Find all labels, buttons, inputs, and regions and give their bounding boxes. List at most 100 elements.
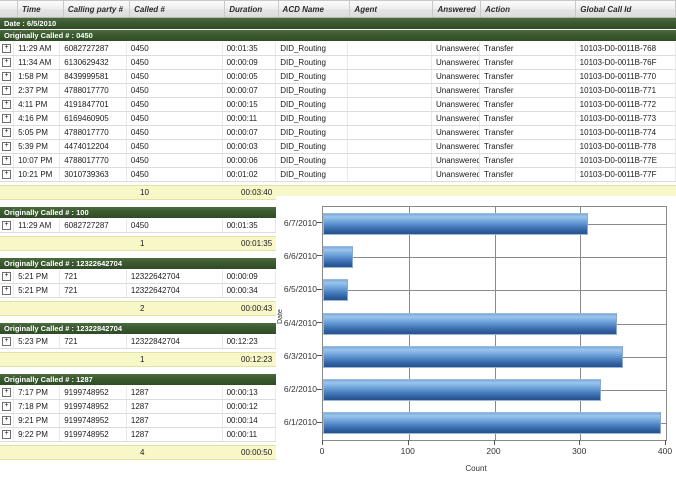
plus-icon[interactable]: + xyxy=(2,416,12,425)
total-spacer-cell xyxy=(0,353,18,366)
plus-icon[interactable]: + xyxy=(2,142,12,151)
cell-answered: Unanswered xyxy=(432,112,480,125)
row-expand-toggle[interactable]: + xyxy=(0,168,15,181)
plus-icon[interactable]: + xyxy=(2,402,12,411)
total-blank-time xyxy=(18,237,66,250)
plus-icon[interactable]: + xyxy=(2,114,12,123)
table-row[interactable]: +4:16 PM 6169460905 0450 00:00:11 DID_Routin… xyxy=(0,112,676,126)
chart-y-tick-mark xyxy=(317,222,322,224)
plus-icon[interactable]: + xyxy=(2,156,12,165)
column-header-expander[interactable] xyxy=(0,1,18,17)
total-spacer-cell xyxy=(0,237,18,250)
cell-time: 5:05 PM xyxy=(14,126,61,139)
row-expand-toggle[interactable]: + xyxy=(0,70,15,83)
cell-acd-name: DID_Routing xyxy=(276,70,349,83)
cell-answered: Unanswered xyxy=(432,154,480,167)
table-row[interactable]: +10:21 PM 3010739363 0450 00:01:02 DID_Routi… xyxy=(0,168,676,182)
chart-bar[interactable] xyxy=(323,279,348,302)
column-header-time[interactable]: Time xyxy=(18,1,64,17)
plus-icon[interactable]: + xyxy=(2,128,12,137)
chart-bar[interactable] xyxy=(323,379,601,402)
row-expand-toggle[interactable]: + xyxy=(0,98,15,111)
row-expand-toggle[interactable]: + xyxy=(0,335,15,348)
chart-bar[interactable] xyxy=(323,312,618,335)
plus-icon[interactable]: + xyxy=(2,100,12,109)
row-expand-toggle[interactable]: + xyxy=(0,270,15,283)
total-count: 1 xyxy=(140,239,145,248)
plus-icon[interactable]: + xyxy=(2,44,12,53)
cell-called-number: 0450 xyxy=(127,84,223,97)
table-row[interactable]: +2:37 PM 4788017770 0450 00:00:07 DID_Routin… xyxy=(0,84,676,98)
table-row[interactable]: +11:29 AM 6082727287 0450 00:01:35 DID_Routi… xyxy=(0,42,676,56)
chart-bar[interactable] xyxy=(323,345,624,368)
chart-horizontal-gridline xyxy=(323,290,666,292)
column-header-calling-party[interactable]: Calling party # xyxy=(64,1,131,17)
column-header-acd-name[interactable]: ACD Name xyxy=(279,1,351,17)
plus-icon[interactable]: + xyxy=(2,72,12,81)
row-expand-toggle[interactable]: + xyxy=(0,154,15,167)
table-row[interactable]: +4:11 PM 4191847701 0450 00:00:15 DID_Routin… xyxy=(0,98,676,112)
cell-calling-party: 4788017770 xyxy=(60,84,127,97)
plus-icon[interactable]: + xyxy=(2,337,12,346)
row-expand-toggle[interactable]: + xyxy=(0,140,15,153)
chart-plot-area xyxy=(322,206,667,441)
column-header-answered[interactable]: Answered xyxy=(433,1,482,17)
row-expand-toggle[interactable]: + xyxy=(0,84,15,97)
cell-answered: Unanswered xyxy=(432,140,480,153)
cell-global-call-id: 10103-D0-0011B-76F xyxy=(576,56,676,69)
table-header-row: Time Calling party # Called # Duration A… xyxy=(0,0,676,18)
table-row[interactable]: +10:07 PM 4788017770 0450 00:00:06 DID_Routi… xyxy=(0,154,676,168)
chart-x-tick-label: 100 xyxy=(400,446,415,456)
total-spacer-cell xyxy=(0,446,18,459)
date-group-band[interactable]: Date : 6/5/2010 xyxy=(0,18,676,30)
plus-icon[interactable]: + xyxy=(2,272,12,281)
row-expand-toggle[interactable]: + xyxy=(0,284,15,297)
row-expand-toggle[interactable]: + xyxy=(0,386,15,399)
cell-agent xyxy=(348,154,432,167)
row-expand-toggle[interactable]: + xyxy=(0,219,15,232)
table-row[interactable]: +1:58 PM 8439999581 0450 00:00:05 DID_Routin… xyxy=(0,70,676,84)
plus-icon[interactable]: + xyxy=(2,388,12,397)
column-header-global-call-id[interactable]: Global Call Id xyxy=(576,1,676,17)
chart-x-tick-mark xyxy=(493,440,495,445)
plus-icon[interactable]: + xyxy=(2,430,12,439)
column-header-called[interactable]: Called # xyxy=(130,1,226,17)
plus-icon[interactable]: + xyxy=(2,170,12,179)
cell-calling-party: 4474012204 xyxy=(60,140,127,153)
cell-acd-name: DID_Routing xyxy=(276,56,349,69)
chart-x-tick-mark xyxy=(407,440,409,445)
row-expand-toggle[interactable]: + xyxy=(0,112,15,125)
cell-time: 1:58 PM xyxy=(14,70,61,83)
table-row[interactable]: +5:05 PM 4788017770 0450 00:00:07 DID_Routin… xyxy=(0,126,676,140)
chart-y-tick-mark xyxy=(317,288,322,290)
plus-icon[interactable]: + xyxy=(2,286,12,295)
chart-bar[interactable] xyxy=(323,412,661,435)
row-expand-toggle[interactable]: + xyxy=(0,42,15,55)
row-expand-toggle[interactable]: + xyxy=(0,428,15,441)
chart-bar[interactable] xyxy=(323,245,353,268)
plus-icon[interactable]: + xyxy=(2,58,12,67)
cell-calling-party: 721 xyxy=(60,335,127,348)
row-expand-toggle[interactable]: + xyxy=(0,400,15,413)
row-expand-toggle[interactable]: + xyxy=(0,56,15,69)
cell-called-number: 12322842704 xyxy=(127,335,223,348)
cell-calling-party: 3010739363 xyxy=(60,168,127,181)
column-header-duration[interactable]: Duration xyxy=(225,1,279,17)
total-count: 4 xyxy=(140,448,145,457)
cell-called-number: 0450 xyxy=(127,112,223,125)
table-row[interactable]: +11:34 AM 6130629432 0450 00:00:09 DID_Routi… xyxy=(0,56,676,70)
row-expand-toggle[interactable]: + xyxy=(0,126,15,139)
total-count: 1 xyxy=(140,355,145,364)
column-header-action[interactable]: Action xyxy=(481,1,577,17)
plus-icon[interactable]: + xyxy=(2,221,12,230)
table-row[interactable]: +5:39 PM 4474012204 0450 00:00:03 DID_Routin… xyxy=(0,140,676,154)
chart-bar[interactable] xyxy=(323,212,588,235)
originally-called-group-band[interactable]: Originally Called # : 0450 xyxy=(0,30,676,42)
cell-time: 11:34 AM xyxy=(14,56,61,69)
cell-answered: Unanswered xyxy=(432,56,480,69)
row-expand-toggle[interactable]: + xyxy=(0,414,15,427)
plus-icon[interactable]: + xyxy=(2,86,12,95)
cell-time: 7:17 PM xyxy=(14,386,61,399)
chart-vertical-gridline xyxy=(666,207,667,440)
column-header-agent[interactable]: Agent xyxy=(350,1,434,17)
